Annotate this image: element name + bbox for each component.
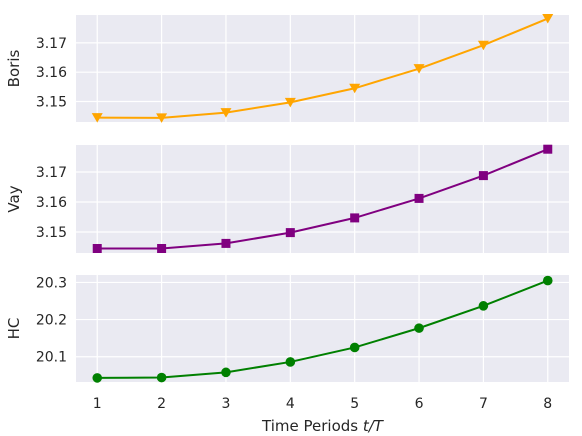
data-point xyxy=(478,301,489,311)
y-axis-label-boris: Boris xyxy=(5,50,23,88)
x-tick-label: 4 xyxy=(286,396,295,412)
y-tick-label: 3.16 xyxy=(36,195,67,211)
subplot-boris: 3.15 3.16 3.17 Boris xyxy=(5,14,569,123)
y-tick-label: 3.17 xyxy=(36,36,67,52)
data-point xyxy=(542,14,554,24)
x-tick-label: 7 xyxy=(479,396,488,412)
plot-area-hc xyxy=(76,275,569,382)
data-point xyxy=(349,83,361,94)
y-tick-label: 3.15 xyxy=(36,225,67,241)
data-point xyxy=(477,40,489,51)
y-tick-labels-vay: 3.15 3.16 3.17 xyxy=(36,165,67,241)
x-tick-label: 6 xyxy=(415,396,424,412)
y-axis-label-vay: Vay xyxy=(5,185,23,212)
data-point xyxy=(285,228,295,238)
data-point xyxy=(91,113,103,123)
data-point xyxy=(350,213,360,223)
data-point xyxy=(92,373,103,383)
y-tick-labels-boris: 3.15 3.16 3.17 xyxy=(36,36,67,111)
data-point xyxy=(413,64,425,74)
x-tick-label: 5 xyxy=(350,396,359,412)
data-point xyxy=(156,372,167,383)
x-tick-label: 2 xyxy=(157,396,166,412)
x-axis-label-variable: t/T xyxy=(363,417,385,435)
data-point xyxy=(92,244,102,253)
data-point xyxy=(414,193,424,203)
x-tick-label: 1 xyxy=(93,396,102,412)
x-tick-label: 3 xyxy=(221,396,230,412)
series-line-boris xyxy=(97,17,549,119)
subplot-hc: 20.1 20.2 20.3 HC 1 2 3 4 5 6 7 8 Time Periods t/… xyxy=(5,275,569,435)
series-boris xyxy=(91,14,554,123)
plot-area-vay xyxy=(76,145,569,253)
y-tick-label: 20.3 xyxy=(36,275,67,291)
x-axis-label: Time Periods t/T xyxy=(261,417,385,435)
y-tick-label: 20.1 xyxy=(36,350,67,366)
series-line-hc xyxy=(97,279,549,379)
data-point xyxy=(221,238,231,248)
data-point xyxy=(349,342,360,353)
grid-hc xyxy=(76,275,569,382)
y-tick-labels-hc: 20.1 20.2 20.3 xyxy=(36,275,67,365)
data-point xyxy=(157,244,167,253)
x-tick-label: 8 xyxy=(543,396,552,412)
x-axis-label-text: Time Periods xyxy=(261,417,363,435)
plot-area-boris xyxy=(76,15,569,122)
data-point xyxy=(543,144,553,154)
y-tick-label: 3.16 xyxy=(36,65,67,81)
data-point xyxy=(414,323,424,333)
data-point xyxy=(478,171,488,181)
series-line-vay xyxy=(97,148,549,250)
series-vay xyxy=(92,144,553,253)
data-point xyxy=(221,367,231,378)
subplot-vay: 3.15 3.16 3.17 Vay xyxy=(5,144,569,253)
y-tick-label: 3.15 xyxy=(36,94,67,110)
x-tick-labels: 1 2 3 4 5 6 7 8 xyxy=(93,396,552,412)
data-point xyxy=(542,275,553,286)
data-point xyxy=(156,113,168,123)
y-axis-label-hc: HC xyxy=(5,318,23,340)
y-tick-label: 3.17 xyxy=(36,165,67,181)
grid-vay xyxy=(76,145,569,253)
y-tick-label: 20.2 xyxy=(36,313,67,329)
data-point xyxy=(285,357,296,367)
data-point xyxy=(220,108,232,118)
data-point xyxy=(284,97,296,108)
series-hc xyxy=(92,275,553,383)
